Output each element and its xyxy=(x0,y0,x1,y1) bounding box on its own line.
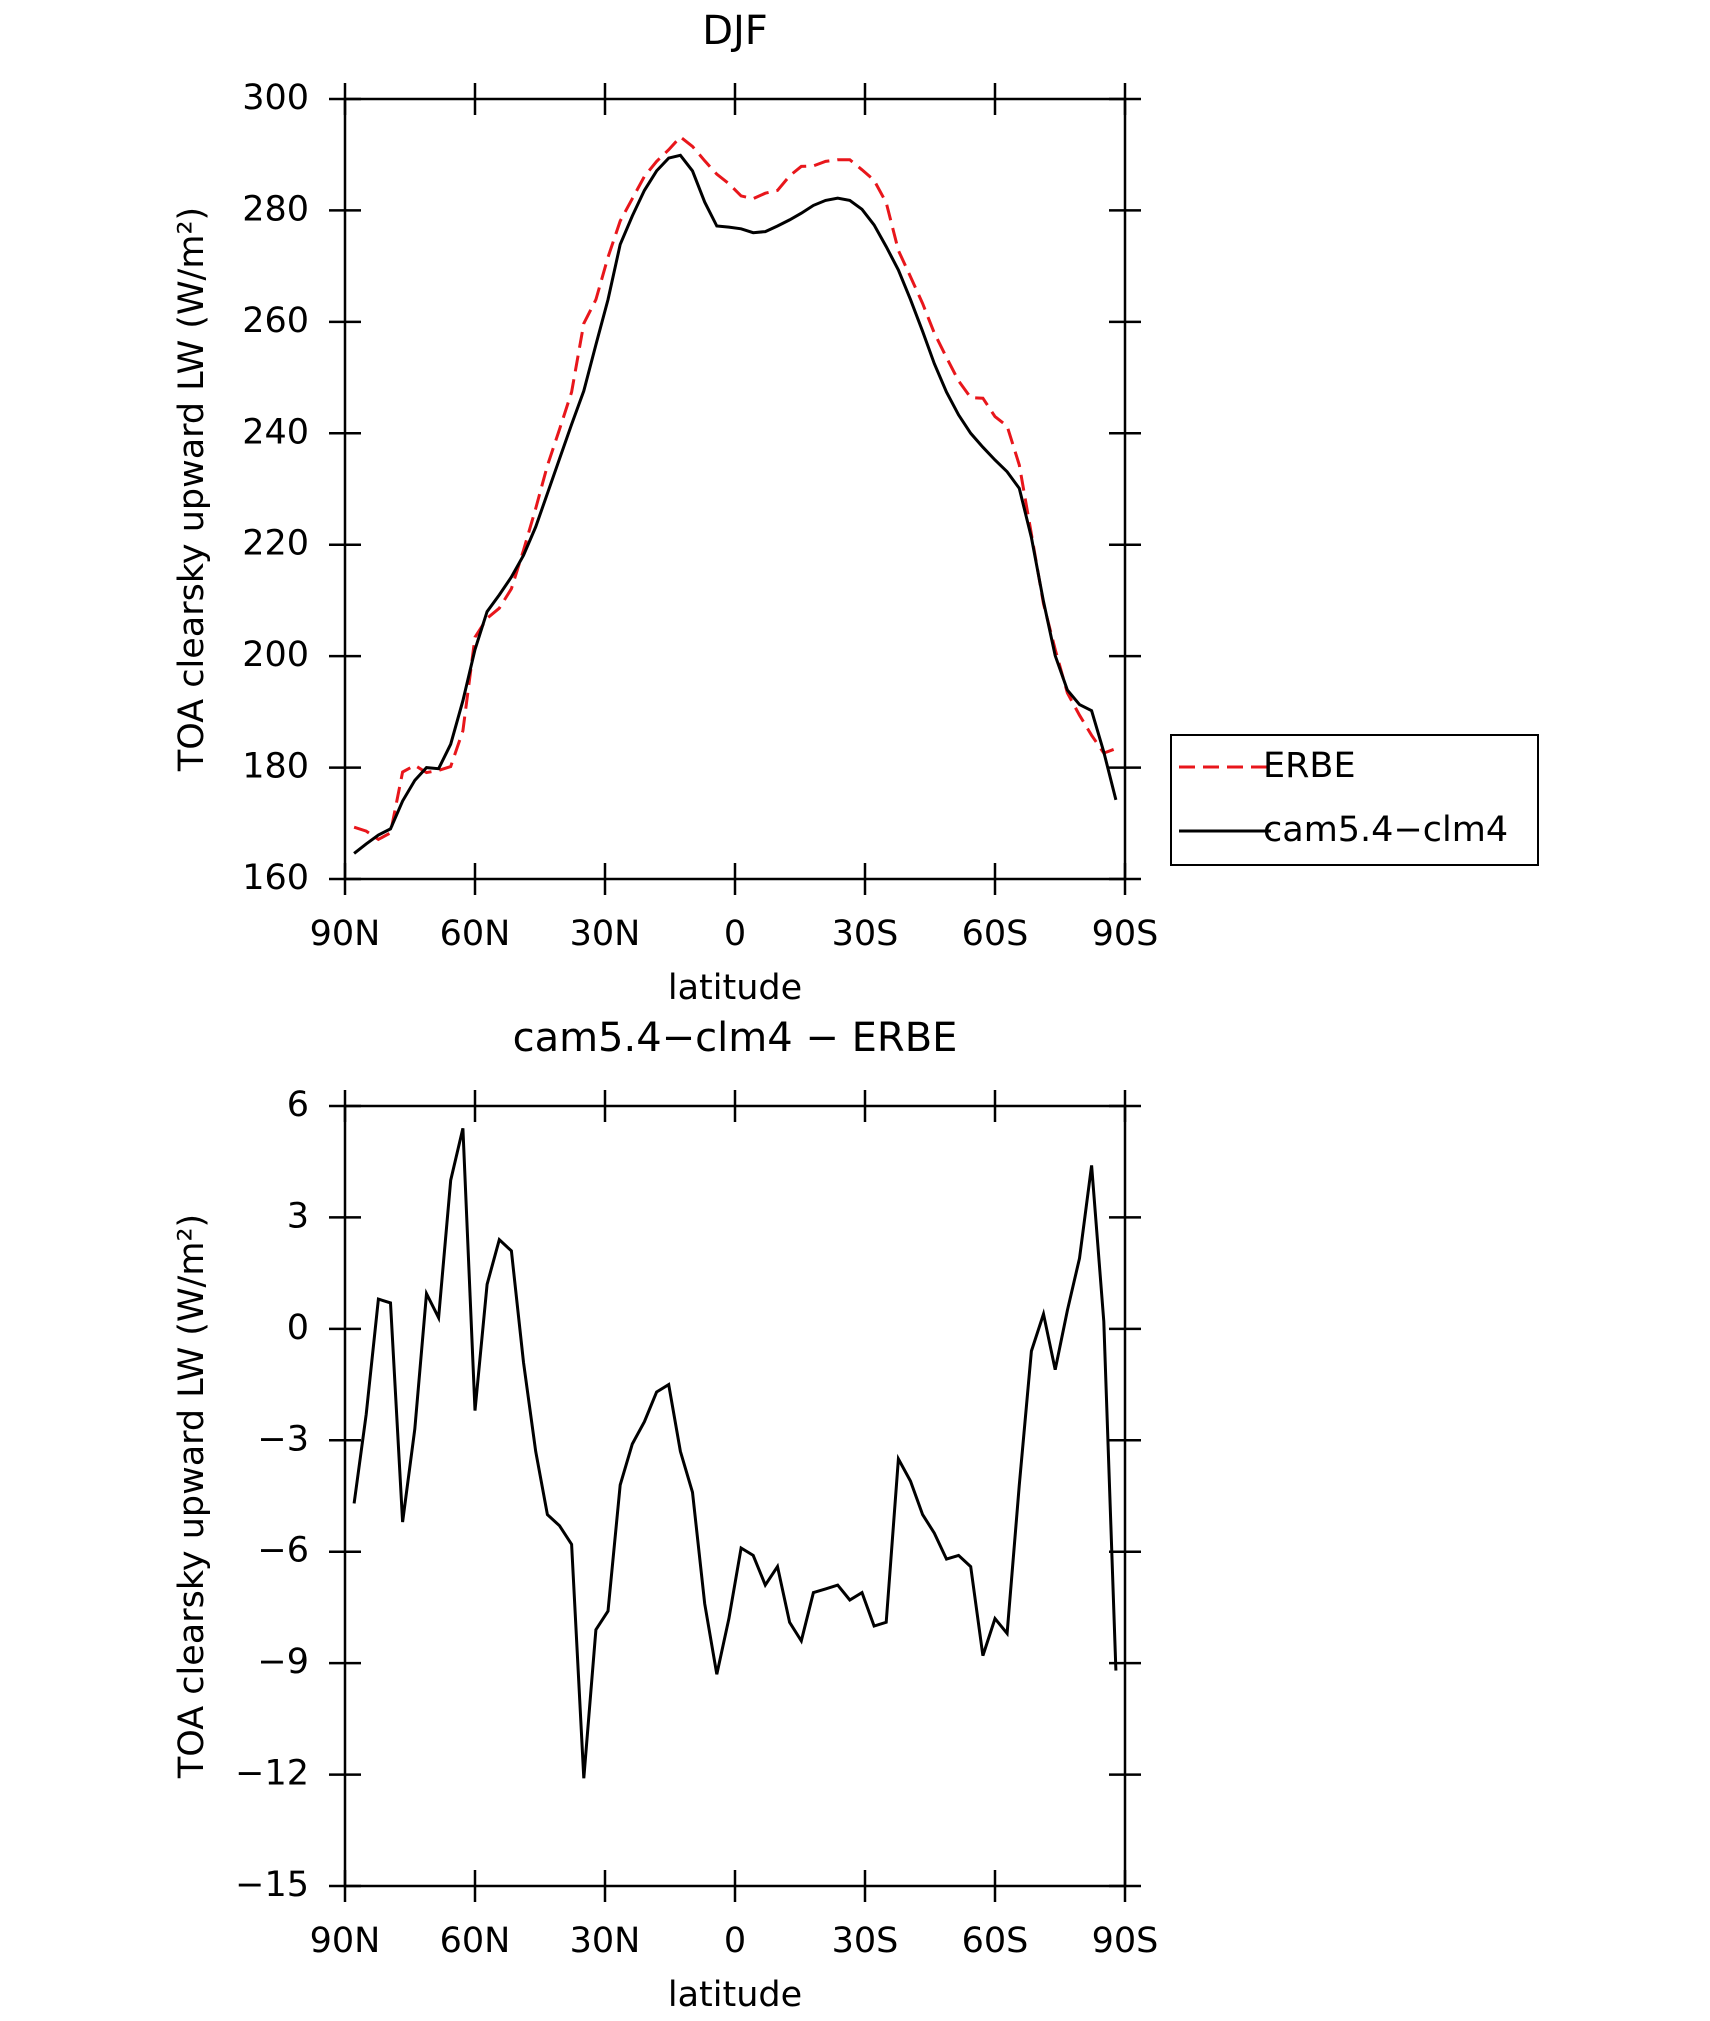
chart-title: cam5.4−clm4 − ERBE xyxy=(513,1015,958,1061)
x-tick-label: 90N xyxy=(310,914,381,954)
x-tick-label: 60S xyxy=(962,1921,1029,1961)
x-tick-label: 90S xyxy=(1092,1921,1159,1961)
x-tick-label: 0 xyxy=(724,1921,746,1961)
data-line xyxy=(353,153,1118,855)
plot-frame xyxy=(343,1104,1127,1888)
legend-box xyxy=(1170,734,1539,866)
y-tick-label: 0 xyxy=(287,1308,309,1348)
y-tick-label: −12 xyxy=(235,1754,309,1794)
chart-title: DJF xyxy=(702,8,768,54)
legend-label: ERBE xyxy=(1263,746,1356,786)
x-axis-label: latitude xyxy=(668,968,802,1008)
x-tick-label: 90N xyxy=(310,1921,381,1961)
y-tick-label: 200 xyxy=(242,635,309,675)
x-tick-label: 30N xyxy=(570,1921,641,1961)
x-axis-label: latitude xyxy=(668,1975,802,2015)
y-tick-label: −6 xyxy=(257,1531,309,1571)
y-tick-label: 240 xyxy=(242,412,309,452)
data-line xyxy=(352,1127,1118,1779)
x-tick-label: 60N xyxy=(440,914,511,954)
y-tick-label: −15 xyxy=(235,1865,309,1905)
x-tick-label: 30S xyxy=(832,914,899,954)
y-tick-label: 280 xyxy=(242,189,309,229)
x-tick-label: 30S xyxy=(832,1921,899,1961)
y-tick-label: 260 xyxy=(242,301,309,341)
x-tick-label: 30N xyxy=(570,914,641,954)
x-tick-label: 60N xyxy=(440,1921,511,1961)
y-tick-label: 220 xyxy=(242,524,309,564)
y-axis-label: TOA clearsky upward LW (W/m²) xyxy=(172,1214,212,1779)
y-tick-label: −3 xyxy=(257,1419,309,1459)
legend-label: cam5.4−clm4 xyxy=(1263,810,1508,850)
data-line xyxy=(353,134,1117,842)
y-tick-label: −9 xyxy=(257,1642,309,1682)
y-tick-label: 160 xyxy=(242,858,309,898)
y-tick-label: 6 xyxy=(287,1085,309,1125)
y-axis-label: TOA clearsky upward LW (W/m²) xyxy=(172,207,212,772)
x-tick-label: 0 xyxy=(724,914,746,954)
plot-frame xyxy=(343,97,1127,881)
x-tick-label: 60S xyxy=(962,914,1029,954)
y-tick-label: 3 xyxy=(287,1196,309,1236)
y-tick-label: 180 xyxy=(242,747,309,787)
x-tick-label: 90S xyxy=(1092,914,1159,954)
y-tick-label: 300 xyxy=(242,78,309,118)
